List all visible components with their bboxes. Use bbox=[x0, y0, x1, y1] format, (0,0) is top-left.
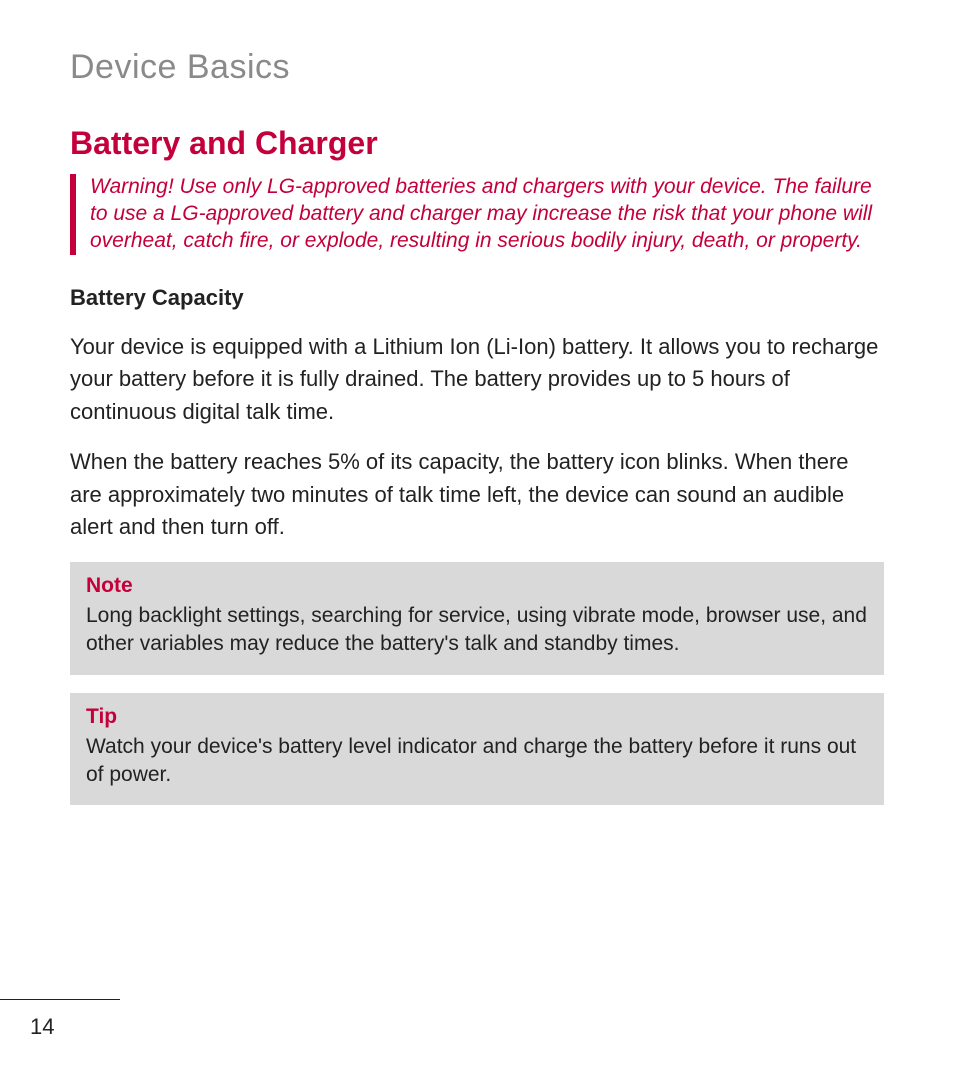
note-callout: Note Long backlight settings, searching … bbox=[70, 562, 884, 675]
note-title: Note bbox=[86, 574, 868, 598]
warning-accent-bar bbox=[70, 174, 76, 255]
warning-text: Warning! Use only LG-approved batteries … bbox=[90, 174, 884, 255]
warning-block: Warning! Use only LG-approved batteries … bbox=[70, 174, 884, 255]
chapter-title: Device Basics bbox=[70, 48, 884, 87]
tip-title: Tip bbox=[86, 705, 868, 729]
manual-page: Device Basics Battery and Charger Warnin… bbox=[0, 0, 954, 1074]
page-number-region: 14 bbox=[0, 999, 120, 1040]
section-title: Battery and Charger bbox=[70, 125, 884, 162]
note-body: Long backlight settings, searching for s… bbox=[86, 602, 868, 659]
page-number: 14 bbox=[0, 1014, 120, 1040]
body-paragraph: When the battery reaches 5% of its capac… bbox=[70, 446, 884, 544]
subheading-battery-capacity: Battery Capacity bbox=[70, 285, 884, 311]
body-paragraph: Your device is equipped with a Lithium I… bbox=[70, 331, 884, 429]
tip-body: Watch your device's battery level indica… bbox=[86, 733, 868, 790]
page-number-rule bbox=[0, 999, 120, 1000]
tip-callout: Tip Watch your device's battery level in… bbox=[70, 693, 884, 806]
